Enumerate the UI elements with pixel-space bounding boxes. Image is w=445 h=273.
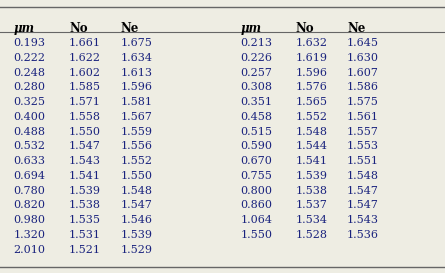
Text: 1.537: 1.537 bbox=[296, 200, 328, 210]
Text: 1.596: 1.596 bbox=[296, 68, 328, 78]
Text: 1.548: 1.548 bbox=[296, 127, 328, 137]
Text: 1.548: 1.548 bbox=[347, 171, 379, 181]
Text: 1.320: 1.320 bbox=[13, 230, 45, 240]
Text: 1.559: 1.559 bbox=[120, 127, 152, 137]
Text: 1.539: 1.539 bbox=[69, 186, 101, 196]
Text: 1.634: 1.634 bbox=[120, 53, 152, 63]
Text: 2.010: 2.010 bbox=[13, 245, 45, 255]
Text: 1.538: 1.538 bbox=[296, 186, 328, 196]
Text: 0.458: 0.458 bbox=[240, 112, 272, 122]
Text: 0.980: 0.980 bbox=[13, 215, 45, 225]
Text: 0.755: 0.755 bbox=[240, 171, 272, 181]
Text: 1.581: 1.581 bbox=[120, 97, 152, 107]
Text: 1.556: 1.556 bbox=[120, 141, 152, 152]
Text: 0.351: 0.351 bbox=[240, 97, 272, 107]
Text: 1.558: 1.558 bbox=[69, 112, 101, 122]
Text: 1.543: 1.543 bbox=[347, 215, 379, 225]
Text: 0.800: 0.800 bbox=[240, 186, 272, 196]
Text: 1.551: 1.551 bbox=[347, 156, 379, 166]
Text: 0.400: 0.400 bbox=[13, 112, 45, 122]
Text: 1.535: 1.535 bbox=[69, 215, 101, 225]
Text: 1.543: 1.543 bbox=[69, 156, 101, 166]
Text: 1.528: 1.528 bbox=[296, 230, 328, 240]
Text: 1.630: 1.630 bbox=[347, 53, 379, 63]
Text: 1.529: 1.529 bbox=[120, 245, 152, 255]
Text: 1.548: 1.548 bbox=[120, 186, 152, 196]
Text: 1.613: 1.613 bbox=[120, 68, 152, 78]
Text: 1.538: 1.538 bbox=[69, 200, 101, 210]
Text: 1.544: 1.544 bbox=[296, 141, 328, 152]
Text: 1.575: 1.575 bbox=[347, 97, 379, 107]
Text: 1.547: 1.547 bbox=[69, 141, 101, 152]
Text: 1.552: 1.552 bbox=[296, 112, 328, 122]
Text: 1.585: 1.585 bbox=[69, 82, 101, 93]
Text: 0.213: 0.213 bbox=[240, 38, 272, 48]
Text: Ne: Ne bbox=[120, 22, 138, 35]
Text: 0.820: 0.820 bbox=[13, 200, 45, 210]
Text: No: No bbox=[296, 22, 315, 35]
Text: 1.607: 1.607 bbox=[347, 68, 379, 78]
Text: 1.622: 1.622 bbox=[69, 53, 101, 63]
Text: 1.534: 1.534 bbox=[296, 215, 328, 225]
Text: 1.539: 1.539 bbox=[120, 230, 152, 240]
Text: 1.550: 1.550 bbox=[69, 127, 101, 137]
Text: 1.547: 1.547 bbox=[347, 200, 379, 210]
Text: 1.536: 1.536 bbox=[347, 230, 379, 240]
Text: 0.222: 0.222 bbox=[13, 53, 45, 63]
Text: 1.602: 1.602 bbox=[69, 68, 101, 78]
Text: 1.661: 1.661 bbox=[69, 38, 101, 48]
Text: 1.675: 1.675 bbox=[120, 38, 152, 48]
Text: 1.565: 1.565 bbox=[296, 97, 328, 107]
Text: 1.596: 1.596 bbox=[120, 82, 152, 93]
Text: 0.780: 0.780 bbox=[13, 186, 45, 196]
Text: 0.670: 0.670 bbox=[240, 156, 272, 166]
Text: 1.619: 1.619 bbox=[296, 53, 328, 63]
Text: 0.226: 0.226 bbox=[240, 53, 272, 63]
Text: Ne: Ne bbox=[347, 22, 365, 35]
Text: 1.557: 1.557 bbox=[347, 127, 379, 137]
Text: 1.567: 1.567 bbox=[120, 112, 152, 122]
Text: 0.488: 0.488 bbox=[13, 127, 45, 137]
Text: 0.532: 0.532 bbox=[13, 141, 45, 152]
Text: 1.521: 1.521 bbox=[69, 245, 101, 255]
Text: μm: μm bbox=[13, 22, 34, 35]
Text: 0.633: 0.633 bbox=[13, 156, 45, 166]
Text: 1.645: 1.645 bbox=[347, 38, 379, 48]
Text: 1.576: 1.576 bbox=[296, 82, 328, 93]
Text: 0.248: 0.248 bbox=[13, 68, 45, 78]
Text: 0.280: 0.280 bbox=[13, 82, 45, 93]
Text: 0.308: 0.308 bbox=[240, 82, 272, 93]
Text: 1.064: 1.064 bbox=[240, 215, 272, 225]
Text: 1.541: 1.541 bbox=[296, 156, 328, 166]
Text: 1.531: 1.531 bbox=[69, 230, 101, 240]
Text: 1.632: 1.632 bbox=[296, 38, 328, 48]
Text: 0.257: 0.257 bbox=[240, 68, 272, 78]
Text: 1.571: 1.571 bbox=[69, 97, 101, 107]
Text: 0.860: 0.860 bbox=[240, 200, 272, 210]
Text: 1.586: 1.586 bbox=[347, 82, 379, 93]
Text: 0.325: 0.325 bbox=[13, 97, 45, 107]
Text: 0.193: 0.193 bbox=[13, 38, 45, 48]
Text: 1.550: 1.550 bbox=[120, 171, 152, 181]
Text: 1.539: 1.539 bbox=[296, 171, 328, 181]
Text: 1.546: 1.546 bbox=[120, 215, 152, 225]
Text: 1.547: 1.547 bbox=[120, 200, 152, 210]
Text: 1.561: 1.561 bbox=[347, 112, 379, 122]
Text: 1.553: 1.553 bbox=[347, 141, 379, 152]
Text: 1.552: 1.552 bbox=[120, 156, 152, 166]
Text: 1.550: 1.550 bbox=[240, 230, 272, 240]
Text: 0.515: 0.515 bbox=[240, 127, 272, 137]
Text: 0.694: 0.694 bbox=[13, 171, 45, 181]
Text: No: No bbox=[69, 22, 88, 35]
Text: 1.541: 1.541 bbox=[69, 171, 101, 181]
Text: μm: μm bbox=[240, 22, 261, 35]
Text: 1.547: 1.547 bbox=[347, 186, 379, 196]
Text: 0.590: 0.590 bbox=[240, 141, 272, 152]
